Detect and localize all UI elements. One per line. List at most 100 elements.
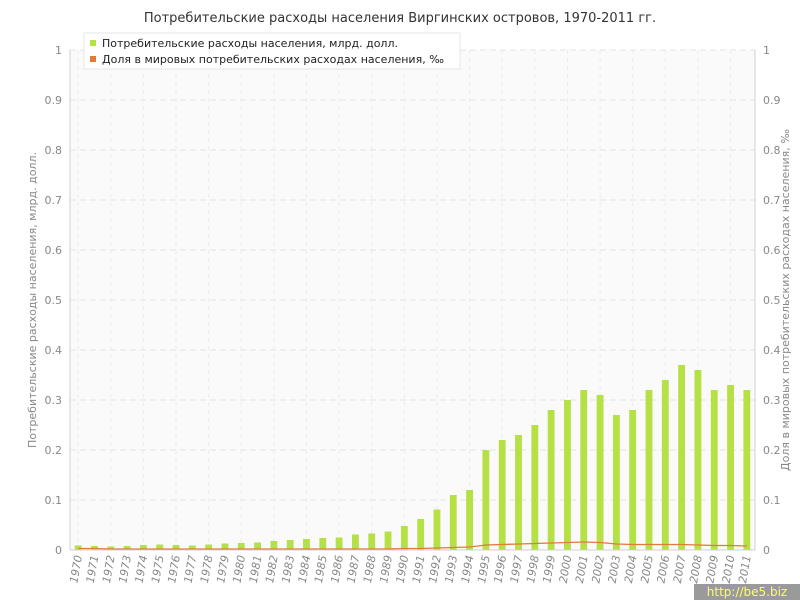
y-tick-label: 0.1	[45, 494, 63, 507]
x-tick-label: 2010	[720, 554, 738, 584]
x-tick-label: 2007	[671, 554, 689, 584]
bar	[221, 543, 229, 550]
legend-swatch-line	[90, 56, 96, 62]
bar	[645, 390, 653, 550]
bar	[515, 435, 522, 550]
x-tick-label: 1977	[182, 554, 200, 584]
bar	[596, 395, 604, 550]
x-tick-label: 1993	[443, 554, 461, 584]
bar	[368, 533, 376, 550]
x-tick-label: 1987	[345, 554, 363, 584]
bar	[743, 390, 751, 550]
bar	[139, 545, 147, 550]
x-tick-label: 1971	[84, 554, 102, 584]
x-tick-label: 2000	[557, 554, 575, 584]
y2-tick-label: 0.9	[763, 94, 781, 107]
bar	[123, 546, 131, 550]
y-tick-label: 0.8	[45, 144, 63, 157]
bar	[678, 365, 686, 550]
x-tick-label: 1997	[508, 554, 526, 584]
y-tick-label: 1	[55, 44, 62, 57]
y-tick-label: 0.2	[45, 444, 63, 457]
x-tick-label: 1973	[116, 554, 134, 584]
bar	[531, 425, 539, 550]
x-tick-label: 2011	[736, 554, 754, 584]
x-tick-label: 1998	[524, 554, 542, 584]
x-tick-label: 1991	[410, 554, 428, 584]
y2-tick-label: 0.5	[763, 294, 781, 307]
site-watermark[interactable]: http://be5.biz	[694, 584, 800, 600]
bar	[107, 546, 115, 550]
bar	[384, 531, 392, 550]
bar	[417, 519, 425, 550]
x-tick-label: 2006	[655, 554, 673, 584]
bar	[710, 390, 718, 550]
bar-series	[74, 365, 751, 550]
x-tick-label: 2008	[687, 554, 705, 584]
x-tick-label: 1994	[459, 554, 477, 584]
bar	[694, 370, 702, 550]
x-tick-label: 1992	[426, 554, 444, 584]
legend-label-line: Доля в мировых потребительских расходах …	[102, 53, 444, 66]
x-tick-label: 1983	[279, 554, 297, 584]
legend-label-bars: Потребительские расходы населения, млрд.…	[102, 37, 398, 50]
x-tick-label: 1972	[100, 554, 118, 584]
bar	[449, 495, 457, 550]
bar	[303, 539, 310, 550]
y-tick-label: 0.4	[45, 344, 63, 357]
y2-tick-label: 0.1	[763, 494, 781, 507]
bar	[319, 538, 327, 550]
y2-tick-label: 0.4	[763, 344, 781, 357]
x-tick-label: 1999	[540, 554, 558, 584]
bar	[629, 410, 637, 550]
x-tick-label: 2002	[589, 554, 607, 584]
x-tick-label: 2003	[606, 554, 624, 584]
x-tick-label: 1970	[67, 554, 85, 584]
x-tick-label: 1988	[361, 554, 379, 584]
x-tick-label: 2009	[704, 554, 722, 584]
y2-tick-label: 0	[763, 544, 770, 557]
x-tick-label: 2005	[638, 554, 656, 584]
x-tick-label: 1976	[165, 554, 183, 584]
bar	[400, 526, 408, 550]
bar	[612, 415, 620, 550]
x-tick-label: 1974	[133, 554, 151, 584]
y2-tick-label: 0.7	[763, 194, 781, 207]
x-tick-label: 2001	[573, 554, 591, 584]
bar	[351, 534, 359, 550]
x-tick-label: 1984	[296, 554, 314, 584]
legend-box	[83, 32, 461, 70]
bar	[564, 400, 571, 550]
x-tick-label: 1979	[214, 554, 232, 584]
x-tick-label: 1981	[247, 554, 265, 584]
x-tick-label: 1982	[263, 554, 281, 584]
y-axis-label: Потребительские расходы населения, млрд.…	[26, 152, 39, 448]
legend: Потребительские расходы населения, млрд.…	[83, 32, 461, 70]
share-line	[78, 541, 747, 550]
x-tick-label: 2004	[622, 554, 640, 584]
bar	[188, 545, 196, 550]
y-tick-label: 0.5	[45, 294, 63, 307]
x-tick-label: 1980	[231, 554, 249, 584]
bar	[254, 542, 261, 550]
x-tick-label: 1975	[149, 554, 167, 584]
x-tick-label: 1989	[377, 554, 395, 584]
bar	[156, 544, 164, 550]
y2-tick-label: 0.8	[763, 144, 781, 157]
x-axis-ticks: 1970197119721973197419751976197719781979…	[67, 554, 753, 584]
bar	[433, 509, 441, 550]
x-tick-label: 1996	[491, 554, 509, 584]
y-tick-label: 0.7	[45, 194, 63, 207]
axes: 0 0 0.1 0.1 0.2 0.2 0.3 0.3 0.4 0.4 0.5 0.5 0.6 0.6 0.…	[45, 44, 781, 557]
y-tick-label: 0	[55, 544, 62, 557]
x-tick-label: 1985	[312, 554, 330, 584]
bar	[237, 543, 245, 550]
bar	[580, 390, 588, 550]
x-tick-label: 1995	[475, 554, 493, 584]
y2-axis-label: Доля в мировых потребительских расходах …	[779, 129, 792, 471]
y2-tick-label: 0.3	[763, 394, 781, 407]
x-tick-label: 1986	[328, 554, 346, 584]
bar	[661, 380, 669, 550]
bar	[727, 385, 734, 550]
